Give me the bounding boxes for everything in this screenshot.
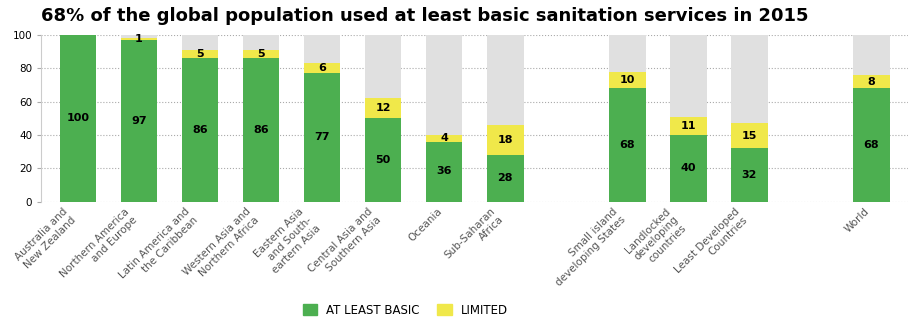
Text: 68: 68	[619, 140, 635, 150]
Bar	[853, 88, 889, 202]
Bar	[487, 125, 523, 155]
Text: 86: 86	[253, 125, 269, 135]
Bar	[59, 35, 96, 202]
Bar	[365, 98, 402, 118]
Bar	[731, 35, 768, 202]
Legend: AT LEAST BASIC, LIMITED: AT LEAST BASIC, LIMITED	[298, 299, 512, 321]
Bar	[121, 40, 157, 202]
Text: 32: 32	[742, 170, 757, 180]
Bar	[304, 35, 340, 202]
Text: 36: 36	[436, 166, 452, 176]
Text: 6: 6	[318, 63, 326, 73]
Bar	[242, 58, 279, 202]
Bar	[304, 63, 340, 73]
Text: 40: 40	[681, 163, 696, 173]
Bar	[425, 35, 462, 202]
Text: 77: 77	[315, 132, 329, 142]
Bar	[182, 35, 219, 202]
Bar	[365, 118, 402, 202]
Bar	[304, 73, 340, 202]
Text: 86: 86	[192, 125, 208, 135]
Text: 10: 10	[619, 75, 635, 85]
Text: 11: 11	[681, 121, 696, 131]
Bar	[487, 35, 523, 202]
Text: 5: 5	[196, 49, 204, 59]
Bar	[182, 58, 219, 202]
Text: 68: 68	[864, 140, 879, 150]
Text: 28: 28	[498, 173, 513, 183]
Bar	[425, 135, 462, 141]
Bar	[487, 155, 523, 202]
Bar	[59, 35, 96, 202]
Bar	[609, 88, 646, 202]
Bar	[853, 75, 889, 88]
Text: 15: 15	[742, 131, 757, 141]
Bar	[609, 35, 646, 202]
Bar	[731, 148, 768, 202]
Bar	[121, 38, 157, 40]
Bar	[242, 50, 279, 58]
Bar	[242, 35, 279, 202]
Text: 100: 100	[67, 113, 90, 123]
Bar	[670, 135, 706, 202]
Text: 50: 50	[375, 155, 391, 165]
Text: 8: 8	[867, 76, 876, 86]
Bar	[670, 35, 706, 202]
Text: 68% of the global population used at least basic sanitation services in 2015: 68% of the global population used at lea…	[41, 7, 809, 25]
Bar	[670, 116, 706, 135]
Text: 12: 12	[375, 103, 391, 113]
Bar	[182, 50, 219, 58]
Bar	[609, 72, 646, 88]
Text: 1: 1	[135, 34, 143, 44]
Bar	[425, 141, 462, 202]
Bar	[121, 35, 157, 202]
Bar	[853, 35, 889, 202]
Text: 97: 97	[131, 116, 146, 126]
Bar	[731, 123, 768, 148]
Text: 5: 5	[257, 49, 264, 59]
Text: 4: 4	[440, 133, 448, 143]
Text: 18: 18	[498, 135, 513, 145]
Bar	[365, 35, 402, 202]
